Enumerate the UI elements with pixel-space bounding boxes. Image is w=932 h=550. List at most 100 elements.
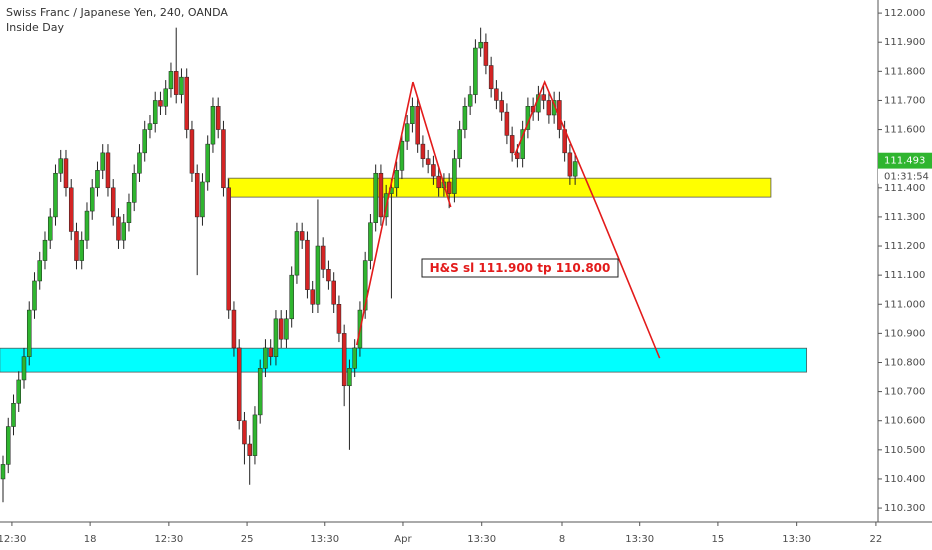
zone xyxy=(227,177,772,198)
x-tick-label: 13:30 xyxy=(467,534,496,545)
candle-body xyxy=(152,100,158,124)
candle-body xyxy=(63,158,69,189)
candle-body xyxy=(0,464,6,480)
candle-body xyxy=(189,129,195,174)
candle-body xyxy=(168,71,174,90)
candle-body xyxy=(420,143,426,159)
candle-body xyxy=(483,41,489,66)
candle-body xyxy=(26,309,32,357)
candle-body xyxy=(42,239,48,261)
candle-body xyxy=(58,158,63,174)
candle-body xyxy=(21,356,27,381)
candle-body xyxy=(53,172,58,218)
axis-labels: 110.300 110.400 110.500 110.600 110.700 110.8… xyxy=(0,8,932,545)
candle-body xyxy=(362,260,368,311)
y-tick-label: 110.600 xyxy=(884,416,925,427)
candle-body xyxy=(173,71,179,95)
candle-body xyxy=(247,443,252,456)
y-tick-label: 110.800 xyxy=(884,357,925,368)
candle-body xyxy=(462,106,468,130)
annotation-box xyxy=(421,258,619,278)
y-tick-label: 111.200 xyxy=(884,241,925,252)
candle-body xyxy=(436,175,441,189)
candle-body xyxy=(284,318,289,340)
candle-body xyxy=(541,94,546,101)
candle-body xyxy=(488,65,494,90)
candle-body xyxy=(425,158,431,165)
candle-body xyxy=(394,170,399,189)
candle-body xyxy=(68,187,74,232)
zones xyxy=(0,177,808,373)
candle-body xyxy=(320,245,326,270)
candle-body xyxy=(242,420,247,445)
candle-body xyxy=(105,152,111,189)
candle-body xyxy=(294,231,300,276)
y-tick-label: 111.900 xyxy=(884,37,925,48)
candle-body xyxy=(368,222,373,261)
countdown: 01:31:54 xyxy=(884,172,929,183)
x-tick-label: 18 xyxy=(84,534,97,545)
candles xyxy=(0,27,578,503)
candle-body xyxy=(236,347,242,421)
candle-body xyxy=(567,152,573,177)
candle-body xyxy=(473,47,478,95)
countdown-tag xyxy=(878,168,932,184)
candle-body xyxy=(310,289,315,305)
candle-body xyxy=(509,135,515,154)
x-tick-label: 13:30 xyxy=(310,534,339,545)
candle-body xyxy=(184,76,189,130)
candle-body xyxy=(194,172,200,218)
candle-body xyxy=(457,129,462,159)
x-tick-label: 12:30 xyxy=(0,534,26,545)
candle-body xyxy=(452,158,457,194)
y-tick-label: 111.100 xyxy=(884,270,925,281)
candle-body xyxy=(352,347,357,369)
candle-body xyxy=(520,129,525,159)
price-tag xyxy=(878,152,932,169)
x-tick-label: 8 xyxy=(559,534,565,545)
x-tick-label: 13:30 xyxy=(782,534,811,545)
candle-body xyxy=(273,318,279,357)
price-tag-label: 111.493 xyxy=(884,156,925,167)
candle-body xyxy=(11,402,16,427)
annotation: H&S sl 111.900 tp 110.800 xyxy=(430,261,611,275)
candle-body xyxy=(215,106,221,130)
candle-body xyxy=(221,129,226,189)
candle-body xyxy=(315,245,321,305)
candle-body xyxy=(347,368,352,387)
y-tick-label: 110.400 xyxy=(884,474,925,485)
candle-body xyxy=(121,222,126,241)
y-tick-label: 111.000 xyxy=(884,299,925,310)
zone xyxy=(0,347,808,373)
candle-body xyxy=(504,111,510,136)
candle-body xyxy=(326,269,331,282)
candle-body xyxy=(179,76,184,95)
candle-body xyxy=(499,100,504,113)
candle-body xyxy=(331,280,336,305)
y-tick-label: 111.600 xyxy=(884,125,925,136)
candle-body xyxy=(336,304,342,334)
y-tick-label: 111.700 xyxy=(884,95,925,106)
chart-title: Swiss Franc / Japanese Yen, 240, OANDA xyxy=(6,6,228,19)
candle-body xyxy=(231,309,237,349)
candle-body xyxy=(373,172,378,223)
y-tick-label: 110.900 xyxy=(884,328,925,339)
y-tick-label: 111.300 xyxy=(884,212,925,223)
candle-body xyxy=(84,210,90,241)
candle-body xyxy=(210,106,216,145)
x-tick-label: 13:30 xyxy=(625,534,654,545)
candle-body xyxy=(446,181,452,194)
candle-body xyxy=(415,106,420,145)
candle-body xyxy=(37,260,42,282)
candle-body xyxy=(226,187,231,311)
candle-body xyxy=(79,239,84,261)
candle-body xyxy=(404,123,410,142)
candle-body xyxy=(163,88,168,107)
y-tick-label: 110.300 xyxy=(884,503,925,514)
y-tick-label: 110.700 xyxy=(884,387,925,398)
candle-body xyxy=(200,181,205,218)
candle-body xyxy=(305,239,310,290)
candle-body xyxy=(116,216,121,241)
candle-body xyxy=(16,379,21,404)
